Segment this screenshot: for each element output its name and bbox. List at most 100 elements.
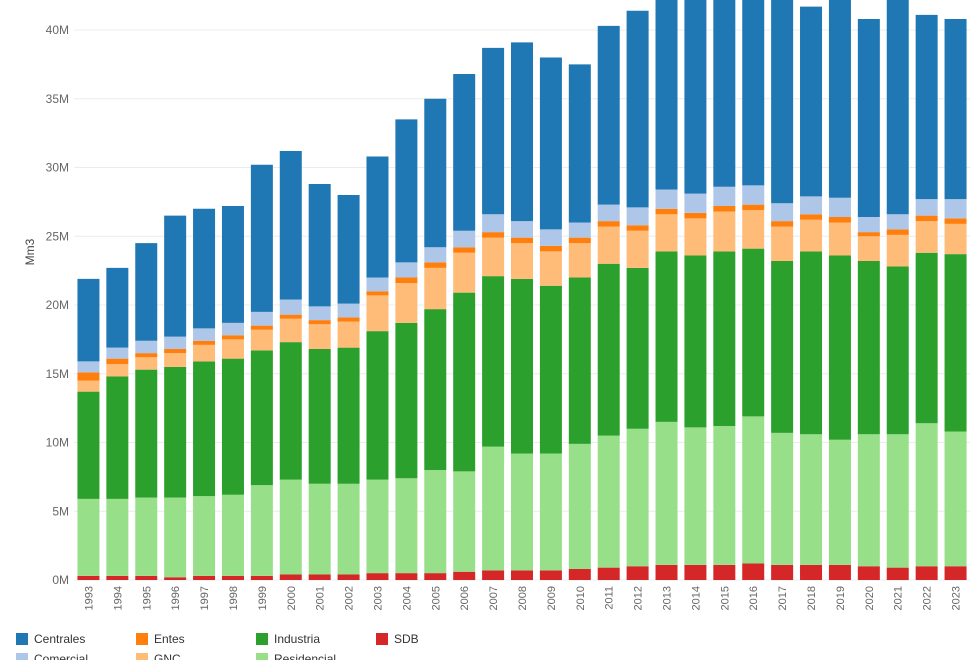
bar-segment-industria-2006 (453, 292, 476, 472)
bar-segment-sdb-2013 (655, 564, 678, 581)
bar-segment-sdb-1994 (106, 575, 129, 581)
bar-segment-comercial-2009 (539, 229, 562, 246)
legend-item[interactable]: Industria (256, 632, 320, 646)
bar-segment-industria-2015 (713, 251, 736, 427)
legend-item[interactable]: Entes (136, 632, 185, 646)
legend-label: Centrales (34, 632, 86, 646)
bar-segment-industria-2009 (539, 285, 562, 454)
x-tick-label: 1994 (112, 586, 124, 610)
bar-segment-comercial-1993 (77, 361, 100, 373)
bar-segment-entes-2017 (771, 221, 794, 227)
bar-segment-entes-1995 (135, 353, 158, 358)
bar-segment-sdb-2007 (482, 570, 505, 581)
bar-segment-gnc-2020 (857, 236, 880, 261)
legend-item[interactable]: SDB (376, 632, 419, 646)
bar-segment-gnc-2022 (915, 221, 938, 253)
bar-segment-entes-2020 (857, 232, 880, 237)
bar-segment-sdb-2014 (684, 564, 707, 581)
bar-segment-industria-1993 (77, 391, 100, 499)
x-tick-label: 2009 (546, 586, 558, 610)
bar-segment-industria-1994 (106, 376, 129, 499)
bar-segment-centrales-1996 (164, 215, 187, 337)
bar-segment-gnc-2021 (886, 234, 909, 267)
x-tick-label: 2003 (372, 586, 384, 610)
bar-segment-sdb-2020 (857, 566, 880, 580)
bar-segment-residencial-2021 (886, 434, 909, 568)
x-tick-label: 2008 (517, 586, 529, 610)
bar-segment-industria-1998 (221, 358, 244, 495)
bar-segment-industria-1997 (193, 361, 216, 497)
bar-segment-industria-2000 (279, 342, 302, 480)
y-tick-label: 35M (46, 92, 69, 106)
bar-segment-gnc-2018 (800, 219, 823, 252)
bar-segment-entes-1993 (77, 372, 100, 381)
x-tick-label: 2010 (575, 586, 587, 610)
legend-swatch (16, 653, 28, 660)
bar-segment-centrales-1994 (106, 267, 129, 348)
bar-segment-comercial-1997 (193, 328, 216, 341)
bar-segment-centrales-2006 (453, 74, 476, 231)
bar-segment-centrales-2013 (655, 0, 678, 190)
legend-item[interactable]: GNC (136, 652, 181, 660)
bar-segment-residencial-2012 (626, 428, 649, 567)
bar-segment-sdb-2010 (568, 569, 591, 580)
bar-segment-gnc-2007 (482, 237, 505, 277)
x-tick-label: 1995 (141, 586, 153, 610)
bar-segment-gnc-2023 (944, 223, 967, 255)
bar-segment-entes-2004 (395, 277, 418, 283)
bar-segment-comercial-2010 (568, 222, 591, 238)
bar-segment-comercial-1998 (221, 322, 244, 336)
bar-segment-industria-2004 (395, 322, 418, 479)
bar-segment-industria-2023 (944, 254, 967, 432)
bar-segment-residencial-1998 (221, 494, 244, 576)
bar-segment-residencial-2017 (771, 432, 794, 565)
bar-segment-centrales-2002 (337, 195, 360, 304)
y-tick-label: 25M (46, 229, 69, 243)
bar-segment-centrales-2011 (597, 25, 620, 205)
legend-label: SDB (394, 632, 419, 646)
x-tick-label: 2004 (401, 586, 413, 610)
bar-segment-industria-2007 (482, 276, 505, 447)
bar-segment-industria-2011 (597, 263, 620, 436)
bar-segment-sdb-2004 (395, 573, 418, 581)
x-tick-label: 1998 (228, 586, 240, 610)
x-tick-label: 2000 (286, 586, 298, 610)
bar-segment-industria-2012 (626, 267, 649, 429)
bar-segment-comercial-2004 (395, 262, 418, 278)
bar-segment-gnc-2000 (279, 318, 302, 343)
bar-segment-gnc-2013 (655, 214, 678, 252)
bar-segment-residencial-2013 (655, 421, 678, 565)
bar-segment-entes-2021 (886, 229, 909, 235)
bar-segment-residencial-2018 (800, 434, 823, 565)
bar-segment-comercial-2000 (279, 299, 302, 315)
bar-segment-residencial-2000 (279, 479, 302, 575)
legend-label: Entes (154, 632, 185, 646)
bar-segment-industria-2008 (511, 278, 533, 454)
bar-segment-gnc-2012 (626, 230, 649, 268)
bar-segment-industria-2018 (800, 251, 823, 435)
bar-segment-centrales-2005 (424, 98, 447, 248)
bar-segment-residencial-2016 (742, 416, 765, 564)
bar-segment-entes-2002 (337, 317, 360, 322)
bar-segment-centrales-2000 (279, 151, 302, 300)
bar-segment-sdb-2011 (597, 567, 620, 581)
legend-item[interactable]: Residencial (256, 652, 336, 660)
x-tick-label: 2012 (633, 586, 645, 610)
legend-item[interactable]: Centrales (16, 632, 85, 646)
x-tick-label: 1999 (257, 586, 269, 610)
x-tick-label: 2023 (951, 586, 963, 610)
bar-segment-entes-2022 (915, 215, 938, 222)
bar-segment-industria-2020 (857, 261, 880, 435)
bar-segment-sdb-2012 (626, 566, 649, 580)
legend-item[interactable]: Comercial (16, 652, 88, 660)
bar-segment-entes-1998 (221, 335, 244, 340)
bar-segment-industria-2017 (771, 261, 794, 433)
bar-segment-centrales-2004 (395, 119, 418, 263)
bar-segment-residencial-2004 (395, 478, 418, 574)
bar-segment-comercial-2016 (742, 185, 765, 205)
bar-segment-comercial-2002 (337, 303, 360, 318)
legend-swatch (256, 653, 268, 660)
bar-segment-gnc-1993 (77, 380, 100, 392)
legend-swatch (136, 653, 148, 660)
